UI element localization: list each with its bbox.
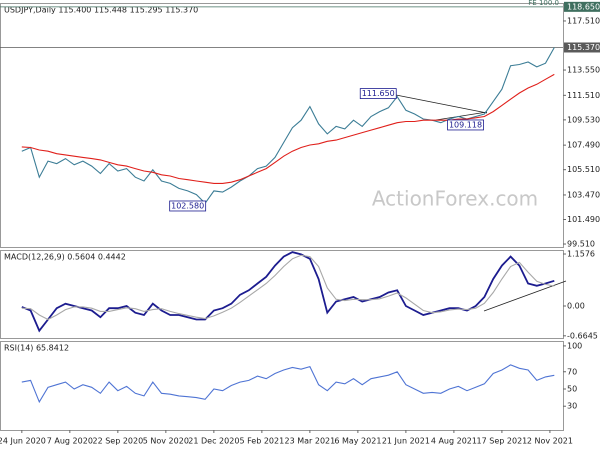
x-tick-label: 23 Mar 2021	[285, 437, 336, 446]
y-tick-label: 99.510	[567, 240, 595, 249]
x-tick-label: 21 Jun 2021	[382, 437, 430, 446]
price-label-box	[564, 42, 600, 53]
series-line	[21, 73, 555, 184]
series-line	[21, 364, 555, 404]
x-tick-label: 24 Jun 2020	[0, 437, 46, 446]
y-tick-label: 0.00	[567, 301, 585, 310]
y-tick-label: 111.510	[567, 91, 600, 100]
y-tick-label: 70	[567, 367, 577, 376]
y-tick-label: 109.530	[567, 115, 600, 124]
x-tick-label: 22 Sep 2020	[92, 437, 143, 446]
trend-line	[395, 94, 488, 114]
y-tick-label: 50	[567, 384, 577, 393]
annotation-label: 109.118	[449, 120, 482, 129]
annotation-box	[359, 88, 397, 99]
series-line	[21, 251, 555, 333]
x-tick-label: 21 Dec 2020	[188, 437, 239, 446]
annotation-label: 102.580	[171, 201, 204, 210]
x-tick-label: 17 Sep 2021	[477, 437, 528, 446]
y-tick-label: 103.470	[567, 190, 600, 199]
x-tick-label: 4 Aug 2021	[431, 437, 477, 446]
x-tick-label: 7 Aug 2020	[47, 437, 93, 446]
annotation-box	[447, 119, 484, 131]
price-label: 115.370	[567, 43, 600, 52]
x-tick-label: 2 Nov 2021	[527, 437, 573, 446]
y-tick-label: 30	[567, 402, 577, 411]
price-label-box	[564, 1, 600, 12]
macd-pane	[0, 250, 564, 339]
x-tick-label: 6 May 2021	[334, 437, 381, 446]
annotation-label: 111.650	[362, 89, 395, 98]
y-tick-label: 101.490	[567, 215, 600, 224]
y-tick-label: 1.1576	[567, 250, 595, 259]
y-tick-label: 107.490	[567, 141, 600, 150]
annotation-box	[169, 200, 207, 212]
x-tick-label: 5 Nov 2020	[143, 437, 189, 446]
y-tick-label: -0.6645	[567, 331, 598, 340]
level-tag: FE 100.0	[528, 0, 559, 7]
y-tick-label: 105.510	[567, 165, 600, 174]
trend-line	[435, 111, 488, 121]
pane-title: MACD(12,26,9) 0.5604 0.4442	[4, 253, 126, 262]
pane-title: USDJPY,Daily 115.400 115.448 115.295 115…	[4, 6, 198, 15]
series-line	[21, 254, 555, 321]
x-tick-label: 5 Feb 2021	[240, 437, 285, 446]
rsi-pane	[0, 341, 564, 431]
price-pane	[0, 3, 564, 248]
watermark: ActionForex.com	[372, 187, 538, 211]
price-label: 118.650	[567, 2, 600, 11]
pane-title: RSI(14) 65.8412	[4, 344, 69, 353]
y-tick-label: 113.550	[567, 66, 600, 75]
y-tick-label: 117.510	[567, 16, 600, 25]
y-tick-label: 100	[567, 341, 582, 350]
